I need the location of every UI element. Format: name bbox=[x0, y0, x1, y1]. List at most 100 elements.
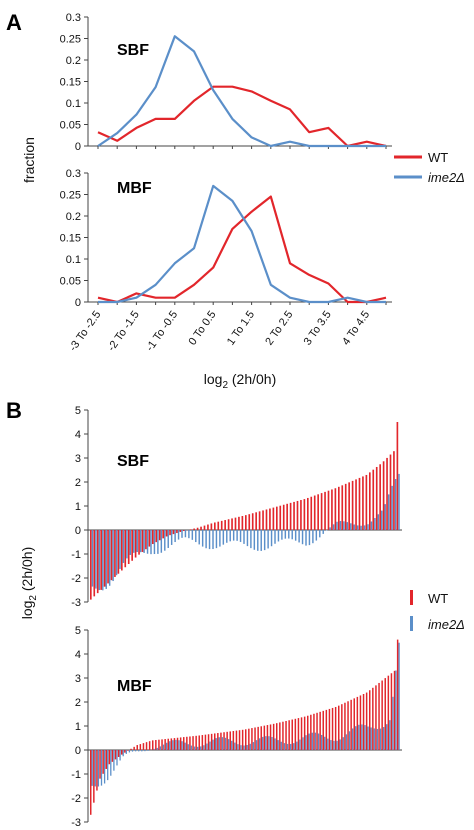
wt-bar bbox=[351, 480, 354, 530]
y-tick-label: 3 bbox=[75, 673, 81, 685]
ime2-bar bbox=[389, 720, 391, 750]
wt-bar bbox=[372, 687, 374, 750]
wt-bar bbox=[362, 694, 365, 750]
panel-letter-b: B bbox=[6, 398, 22, 423]
wt-bar bbox=[317, 494, 319, 530]
wt-bar bbox=[319, 711, 321, 750]
ime2-bar bbox=[246, 745, 248, 750]
wt-bar bbox=[375, 685, 377, 750]
wt-bar bbox=[207, 734, 210, 750]
wt-bar bbox=[193, 528, 195, 530]
ime2-bar bbox=[348, 731, 351, 750]
ime2-bar bbox=[392, 696, 394, 750]
ime2-bar bbox=[249, 743, 251, 750]
wt-bar bbox=[192, 736, 194, 750]
panel-b-mbf-title: MBF bbox=[117, 678, 152, 695]
wt-bar bbox=[334, 488, 337, 530]
wt-bar bbox=[379, 464, 381, 530]
panel-b-legend: WT ime2Δ bbox=[410, 590, 465, 632]
ime2-bar bbox=[358, 724, 360, 750]
wt-bar bbox=[93, 750, 95, 803]
wt-bar bbox=[90, 750, 92, 815]
wt-bar bbox=[369, 472, 371, 530]
y-tick-label: 4 bbox=[75, 649, 81, 661]
ime2-bar bbox=[146, 530, 149, 554]
ime2-bar bbox=[288, 530, 290, 539]
wt-bar bbox=[338, 705, 340, 750]
ime2-bar bbox=[113, 750, 115, 771]
panel-a-y-axis-title: fraction bbox=[21, 137, 37, 183]
wt-bar bbox=[238, 516, 240, 530]
wt-bar bbox=[183, 530, 185, 531]
ime2-bar bbox=[329, 527, 331, 530]
wt-bar bbox=[393, 451, 395, 530]
ime2-bar bbox=[108, 530, 111, 586]
ime2-bar bbox=[212, 739, 214, 750]
ime2-bar bbox=[265, 736, 267, 750]
wt-bar bbox=[117, 750, 120, 757]
wt-bar bbox=[310, 496, 313, 530]
plot-a-sbf: 0 0.05 0.1 0.15 0.2 0.25 0.3 bbox=[60, 12, 392, 153]
ime2-bar bbox=[391, 485, 393, 530]
wt-bar bbox=[223, 732, 225, 750]
wt-bar bbox=[169, 530, 171, 536]
ime2-bar bbox=[215, 738, 217, 750]
wt-bar bbox=[254, 727, 256, 750]
wt-bar bbox=[200, 526, 202, 530]
ime2-bar bbox=[95, 530, 97, 589]
wt-bar bbox=[331, 489, 333, 530]
wt-bar bbox=[142, 743, 145, 750]
wt-bar bbox=[100, 530, 102, 590]
wt-bar bbox=[114, 530, 116, 577]
legend-b-wt-swatch bbox=[410, 590, 413, 605]
wt-bar bbox=[99, 750, 101, 779]
ime2-bar bbox=[384, 504, 386, 530]
wt-bar bbox=[141, 530, 144, 552]
wt-bar bbox=[307, 715, 309, 750]
ime2-bar bbox=[175, 739, 177, 750]
y-tick-label: 3 bbox=[75, 453, 81, 465]
wt-bar bbox=[396, 639, 399, 750]
panel-letter-a: A bbox=[6, 10, 22, 35]
wt-bar bbox=[224, 520, 226, 530]
wt-bar bbox=[176, 530, 178, 534]
ime2-bar bbox=[332, 524, 335, 530]
wt-bar bbox=[310, 714, 312, 750]
ime2-bar bbox=[343, 521, 345, 530]
ime2-bar bbox=[222, 530, 225, 545]
ime2-bar bbox=[153, 530, 156, 555]
ime2-bar bbox=[252, 742, 255, 750]
ime2-bar bbox=[370, 521, 373, 530]
wt-bar bbox=[201, 735, 204, 750]
wt-bar bbox=[269, 508, 271, 530]
ime2-bar bbox=[102, 530, 104, 591]
ime2-bar bbox=[97, 750, 100, 787]
ime2-bar bbox=[271, 737, 273, 750]
ime2-bar bbox=[289, 743, 292, 750]
plot-a-mbf: 0 0.05 0.1 0.15 0.2 0.25 0.3 -3 To -2.5 -2 To -1… bbox=[60, 168, 392, 354]
wt-bar bbox=[148, 530, 151, 547]
wt-bar bbox=[164, 739, 166, 750]
wt-bar bbox=[320, 493, 323, 530]
ime2-bar bbox=[327, 738, 329, 750]
ime2-bar bbox=[129, 530, 132, 555]
wt-bar bbox=[344, 702, 346, 750]
ime2-bar bbox=[360, 525, 362, 530]
ime2-bar bbox=[296, 741, 298, 750]
wt-bar bbox=[158, 530, 161, 541]
wt-bar bbox=[93, 530, 96, 597]
wt-bar bbox=[285, 720, 287, 750]
ime2-bar bbox=[165, 742, 168, 750]
wt-bar bbox=[245, 515, 247, 530]
ime2-bar bbox=[138, 750, 140, 752]
wt-bar bbox=[382, 461, 385, 530]
ime2-bar bbox=[277, 740, 279, 750]
wt-bar bbox=[203, 525, 206, 530]
ime2-bar bbox=[277, 530, 280, 542]
ime2-bar bbox=[268, 736, 270, 750]
wt-bar bbox=[148, 741, 151, 750]
ime2-bar bbox=[178, 740, 180, 750]
wt-bar bbox=[207, 524, 209, 530]
wt-bar bbox=[245, 729, 247, 750]
wt-bar bbox=[176, 737, 179, 750]
